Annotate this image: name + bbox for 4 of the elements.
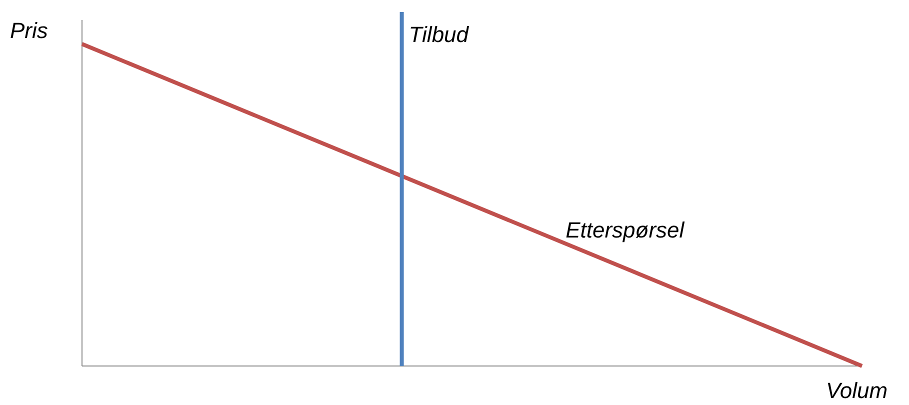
y-axis-title: Pris — [10, 18, 48, 43]
annotation: Tilbud — [408, 22, 470, 47]
series-label: Etterspørsel — [566, 218, 686, 243]
x-axis-title: Volum — [826, 378, 888, 403]
